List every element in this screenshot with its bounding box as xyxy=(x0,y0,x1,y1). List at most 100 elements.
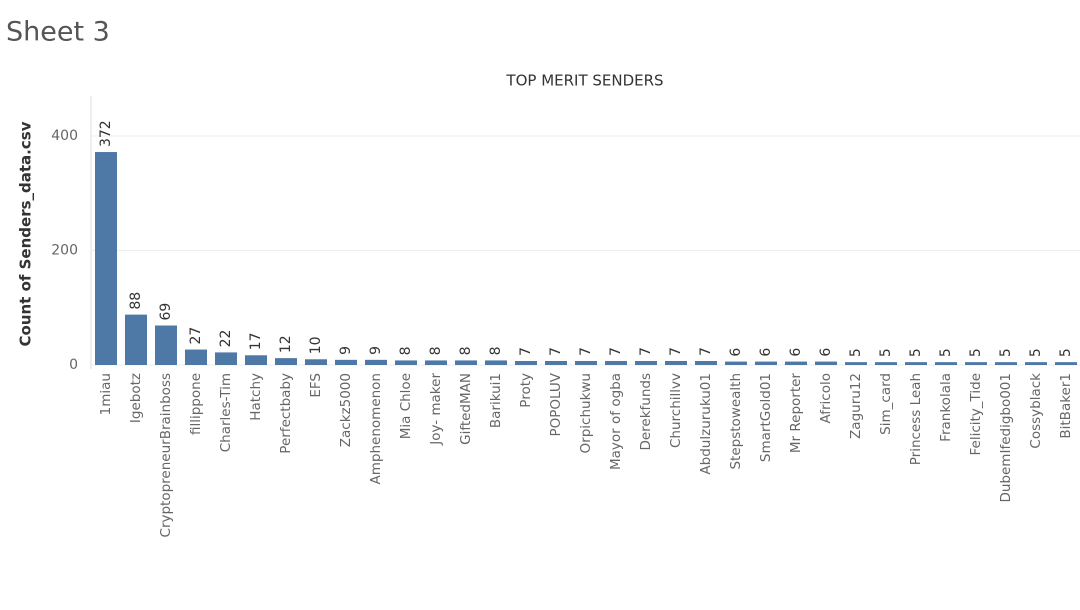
x-tick-label: Derekfunds xyxy=(638,373,654,451)
x-tick-label: fillippone xyxy=(188,373,204,435)
x-tick-label: Mayor of ogba xyxy=(608,373,624,470)
value-label: 6 xyxy=(728,348,744,357)
x-tick-label: BitBaker1 xyxy=(1058,373,1074,439)
x-tick-label: Cossyblack xyxy=(1028,373,1044,449)
value-label: 27 xyxy=(188,327,204,345)
bar xyxy=(965,362,987,365)
x-tick-label: Amphenomenon xyxy=(368,373,384,484)
bar xyxy=(395,360,417,365)
x-tick-label: Stepstowealth xyxy=(728,373,744,470)
x-tick-label: Perfectbaby xyxy=(278,373,294,454)
y-axis-label: Count of Senders_data.csv xyxy=(17,121,35,346)
value-label: 9 xyxy=(368,346,384,355)
y-tick-label: 200 xyxy=(51,243,78,259)
x-tick-label: DubemIfedigbo001 xyxy=(998,373,1014,503)
bar xyxy=(815,361,837,365)
x-tick-label: Abdulzuruku01 xyxy=(698,373,714,475)
x-tick-label: 1miau xyxy=(98,373,114,415)
x-tick-label: Zaguru12 xyxy=(848,373,864,439)
bar xyxy=(785,361,807,365)
x-tick-label: Princess Leah xyxy=(908,373,924,465)
y-tick-label: 0 xyxy=(69,357,78,373)
x-tick-label: SmartGold01 xyxy=(758,373,774,462)
value-label: 8 xyxy=(488,346,504,355)
x-tick-label: CryptopreneurBrainboss xyxy=(158,373,174,537)
x-tick-label: Frankolala xyxy=(938,373,954,442)
value-label: 5 xyxy=(1058,348,1074,357)
bar xyxy=(125,314,147,365)
x-tick-label: Barikui1 xyxy=(488,373,504,428)
value-label: 7 xyxy=(668,347,684,356)
x-tick-label: Igebotz xyxy=(128,373,144,423)
x-tick-label: Felicity_Tide xyxy=(968,373,984,456)
bar xyxy=(245,355,267,365)
value-label: 7 xyxy=(608,347,624,356)
value-label: 5 xyxy=(968,348,984,357)
bar xyxy=(665,360,687,365)
value-label: 5 xyxy=(878,348,894,357)
bar xyxy=(305,359,327,365)
bar xyxy=(605,360,627,365)
bar xyxy=(575,360,597,365)
bar xyxy=(515,360,537,365)
bar xyxy=(845,362,867,365)
x-tick-label: Mia Chloe xyxy=(398,373,414,439)
bar xyxy=(545,360,567,365)
value-label: 69 xyxy=(158,303,174,321)
sheet-title: Sheet 3 xyxy=(6,17,110,48)
x-tick-label: POPOLUV xyxy=(548,372,564,436)
value-label: 6 xyxy=(818,348,834,357)
bar xyxy=(695,360,717,365)
bar xyxy=(155,325,177,365)
bar xyxy=(185,349,207,365)
bar xyxy=(485,360,507,365)
bar xyxy=(875,362,897,365)
value-label: 6 xyxy=(788,348,804,357)
x-tick-label: Orpichukwu xyxy=(578,373,594,453)
value-label: 10 xyxy=(308,336,324,354)
bar xyxy=(215,352,237,365)
value-label: 8 xyxy=(458,346,474,355)
value-label: 17 xyxy=(248,332,264,350)
value-label: 5 xyxy=(908,348,924,357)
bar xyxy=(365,359,387,365)
value-label: 8 xyxy=(428,346,444,355)
bar xyxy=(905,362,927,365)
x-tick-label: Charles-Tim xyxy=(218,373,234,452)
value-label: 372 xyxy=(98,120,114,147)
value-label: 8 xyxy=(398,346,414,355)
bar xyxy=(995,362,1017,365)
x-tick-label: Africolo xyxy=(818,373,834,424)
x-tick-label: GiftedMAN xyxy=(458,373,474,445)
bar xyxy=(275,358,297,365)
bar xyxy=(1025,362,1047,365)
x-tick-label: EFS xyxy=(308,373,324,398)
value-label: 6 xyxy=(758,348,774,357)
value-label: 7 xyxy=(638,347,654,356)
x-tick-label: Mr Reporter xyxy=(788,373,804,454)
value-label: 7 xyxy=(578,347,594,356)
value-label: 22 xyxy=(218,330,234,348)
value-label: 7 xyxy=(518,347,534,356)
value-label: 5 xyxy=(848,348,864,357)
chart-title: TOP MERIT SENDERS xyxy=(505,72,663,90)
bar xyxy=(1055,362,1077,365)
bar xyxy=(455,360,477,365)
x-tick-label: Joy- maker xyxy=(428,373,444,446)
bar xyxy=(335,359,357,365)
y-tick-label: 400 xyxy=(51,128,78,144)
value-label: 5 xyxy=(938,348,954,357)
x-tick-label: Sim_card xyxy=(878,373,894,435)
x-tick-label: Zackz5000 xyxy=(338,373,354,447)
value-label: 88 xyxy=(128,292,144,310)
value-label: 9 xyxy=(338,346,354,355)
value-label: 5 xyxy=(998,348,1014,357)
value-label: 12 xyxy=(278,335,294,353)
bar xyxy=(755,361,777,365)
x-tick-label: Proty xyxy=(518,373,534,408)
value-label: 7 xyxy=(698,347,714,356)
value-label: 7 xyxy=(548,347,564,356)
bar xyxy=(425,360,447,365)
value-label: 5 xyxy=(1028,348,1044,357)
